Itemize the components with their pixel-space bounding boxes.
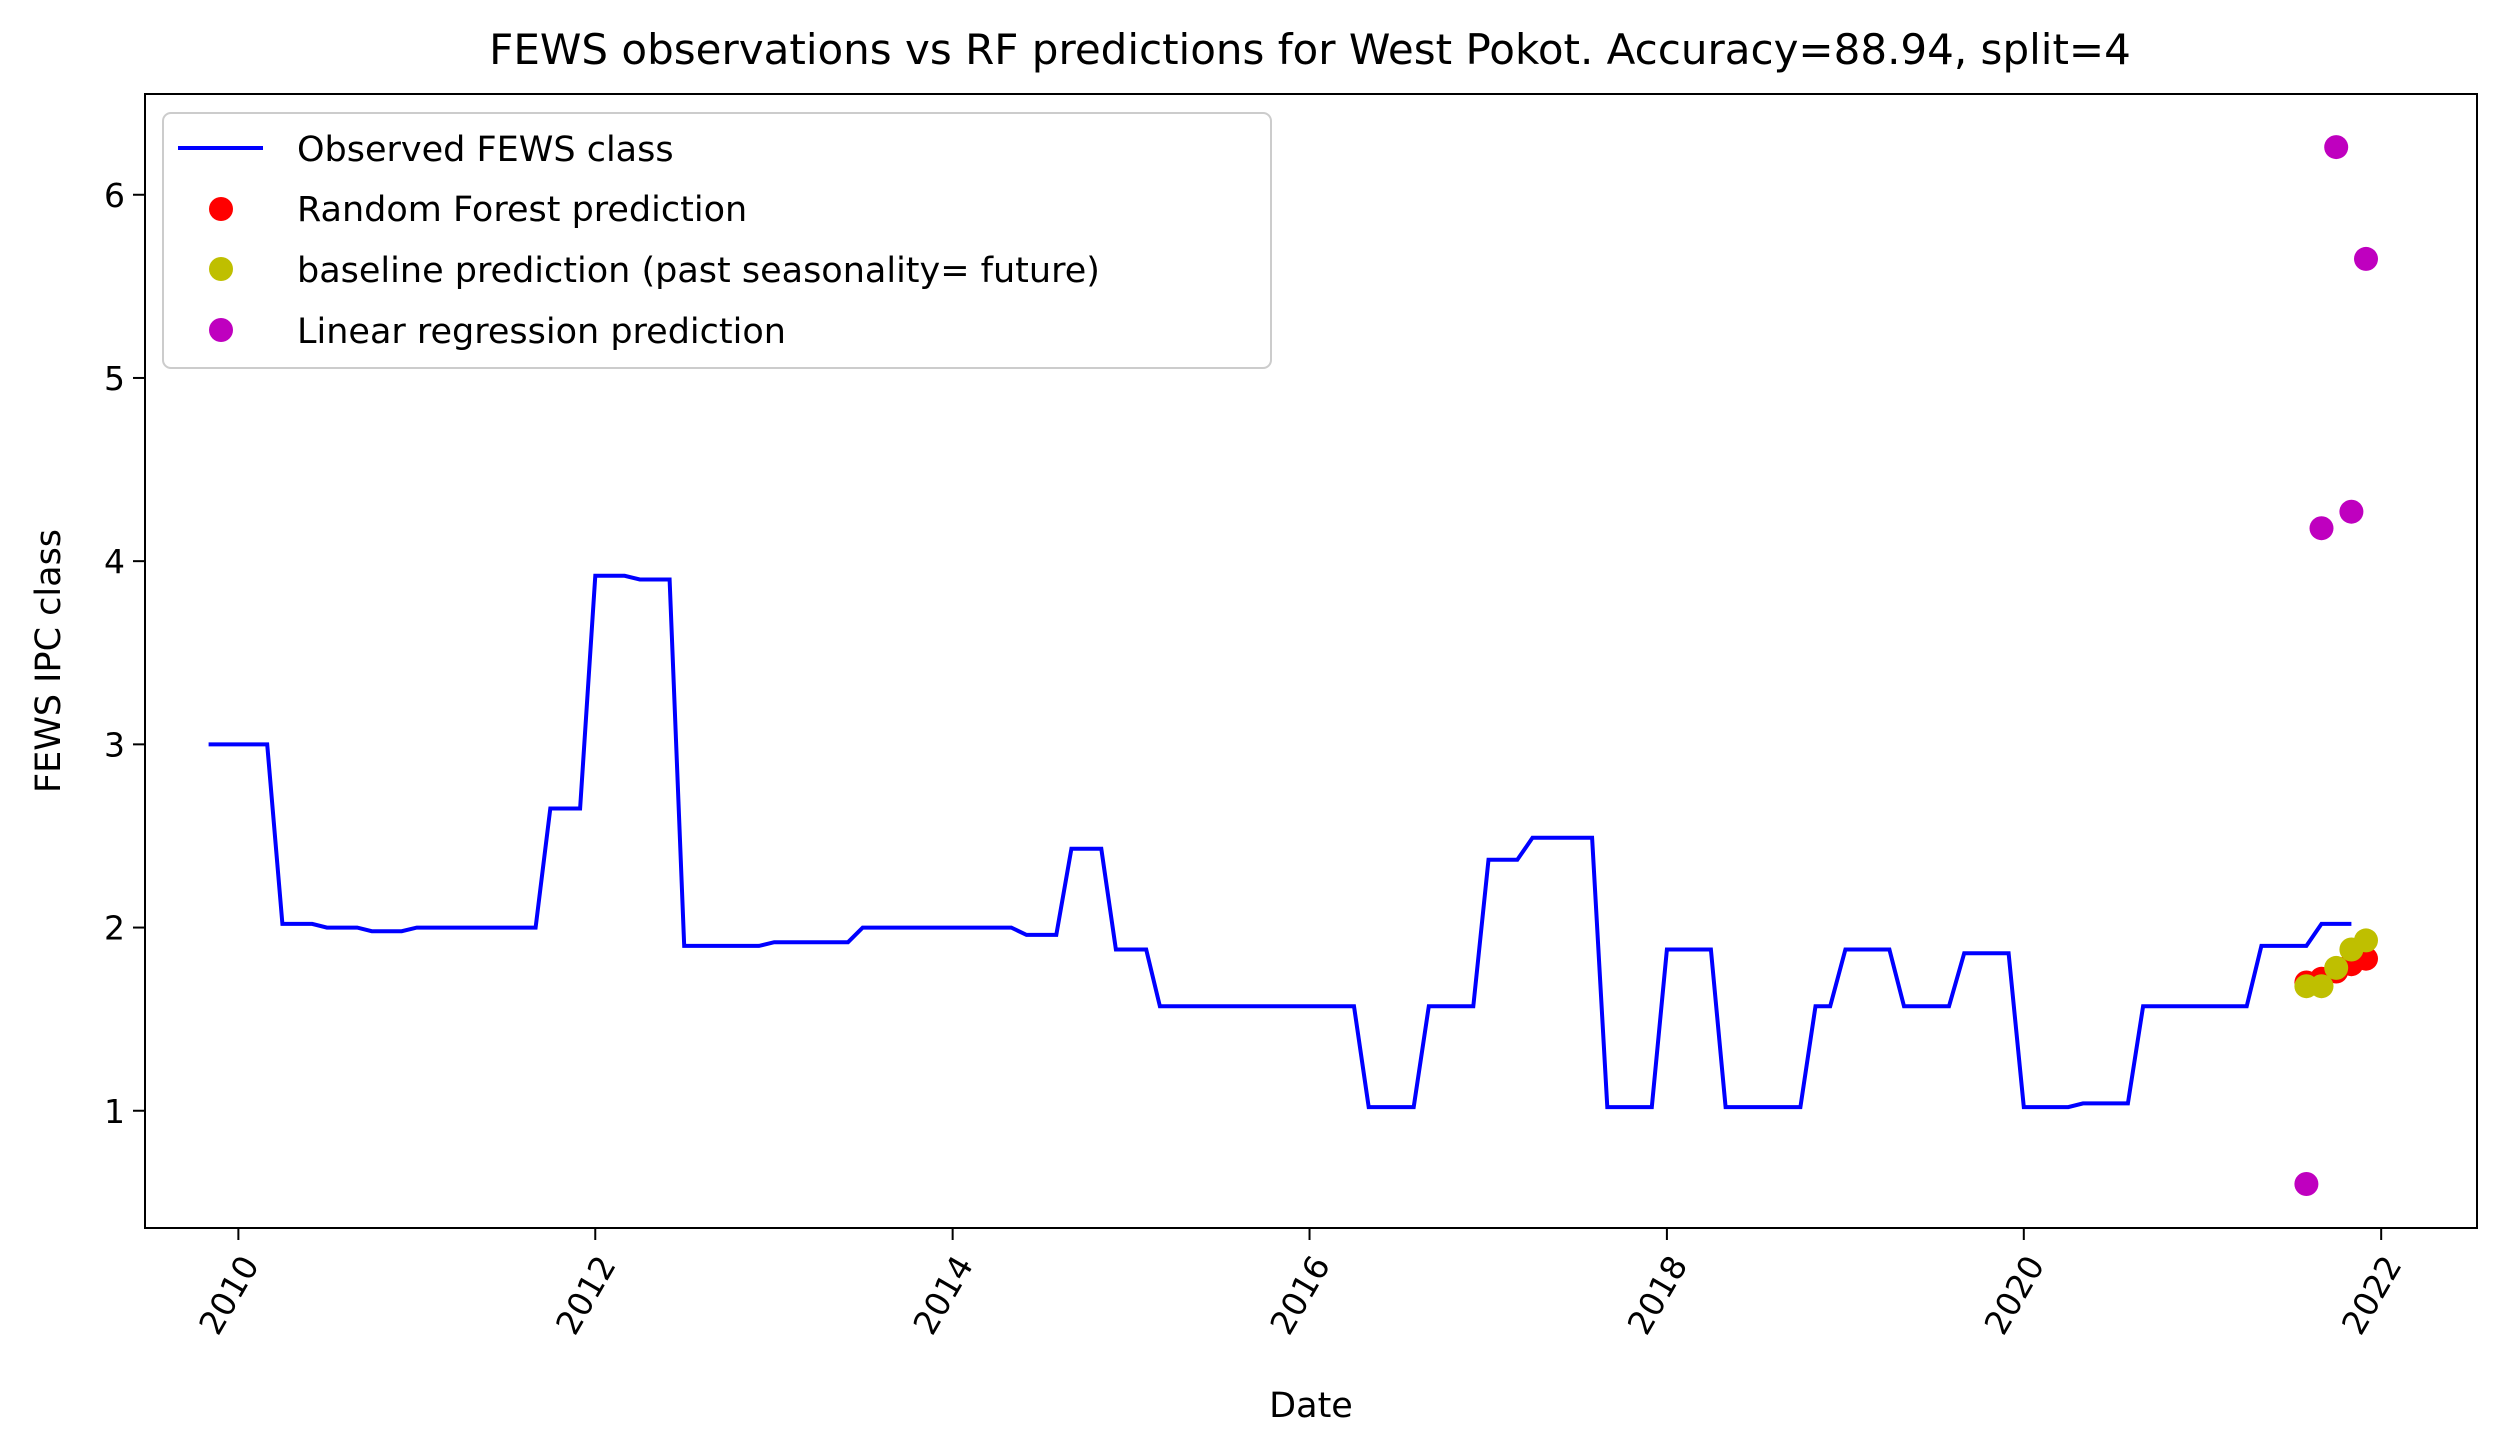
data-point-linear-regression-prediction-4 (2354, 246, 2378, 271)
legend: Observed FEWS class Random Forest predic… (162, 112, 1272, 369)
legend-marker-random-forest (209, 197, 233, 221)
series-line-observed-fews-class (208, 573, 2352, 1110)
data-point-linear-regression-prediction-1 (2309, 516, 2334, 541)
y-tick-label-4: 5 (104, 359, 125, 398)
legend-marker-baseline (209, 257, 233, 281)
data-point-baseline-prediction-past-seasonality-future-2 (2324, 955, 2349, 980)
y-tick-label-0: 1 (104, 1092, 125, 1131)
data-point-linear-regression-prediction-2 (2324, 135, 2349, 160)
series-layer (208, 135, 2378, 1196)
data-point-linear-regression-prediction-3 (2339, 499, 2364, 524)
legend-label-linear-regression: Linear regression prediction (297, 312, 786, 352)
legend-box (162, 112, 1272, 369)
legend-marker-linear-regression (209, 318, 233, 342)
x-axis-label: Date (1269, 1386, 1353, 1426)
y-axis-label: FEWS IPC class (29, 529, 69, 793)
y-axis: 1 2 3 4 5 6 (104, 176, 145, 1131)
y-tick-label-2: 3 (104, 725, 125, 764)
legend-label-random-forest: Random Forest prediction (297, 190, 747, 230)
data-point-baseline-prediction-past-seasonality-future-1 (2309, 974, 2334, 999)
legend-label-observed: Observed FEWS class (297, 130, 674, 170)
plot-frame (144, 93, 2478, 1229)
y-tick-label-1: 2 (104, 909, 125, 948)
y-tick-label-3: 4 (104, 542, 125, 581)
y-tick-label-5: 6 (104, 176, 125, 215)
data-point-linear-regression-prediction-0 (2294, 1172, 2319, 1196)
legend-label-baseline: baseline prediction (past seasonality= f… (297, 251, 1100, 291)
chart-title: FEWS observations vs RF predictions for … (489, 25, 2131, 74)
data-point-baseline-prediction-past-seasonality-future-4 (2354, 928, 2378, 953)
